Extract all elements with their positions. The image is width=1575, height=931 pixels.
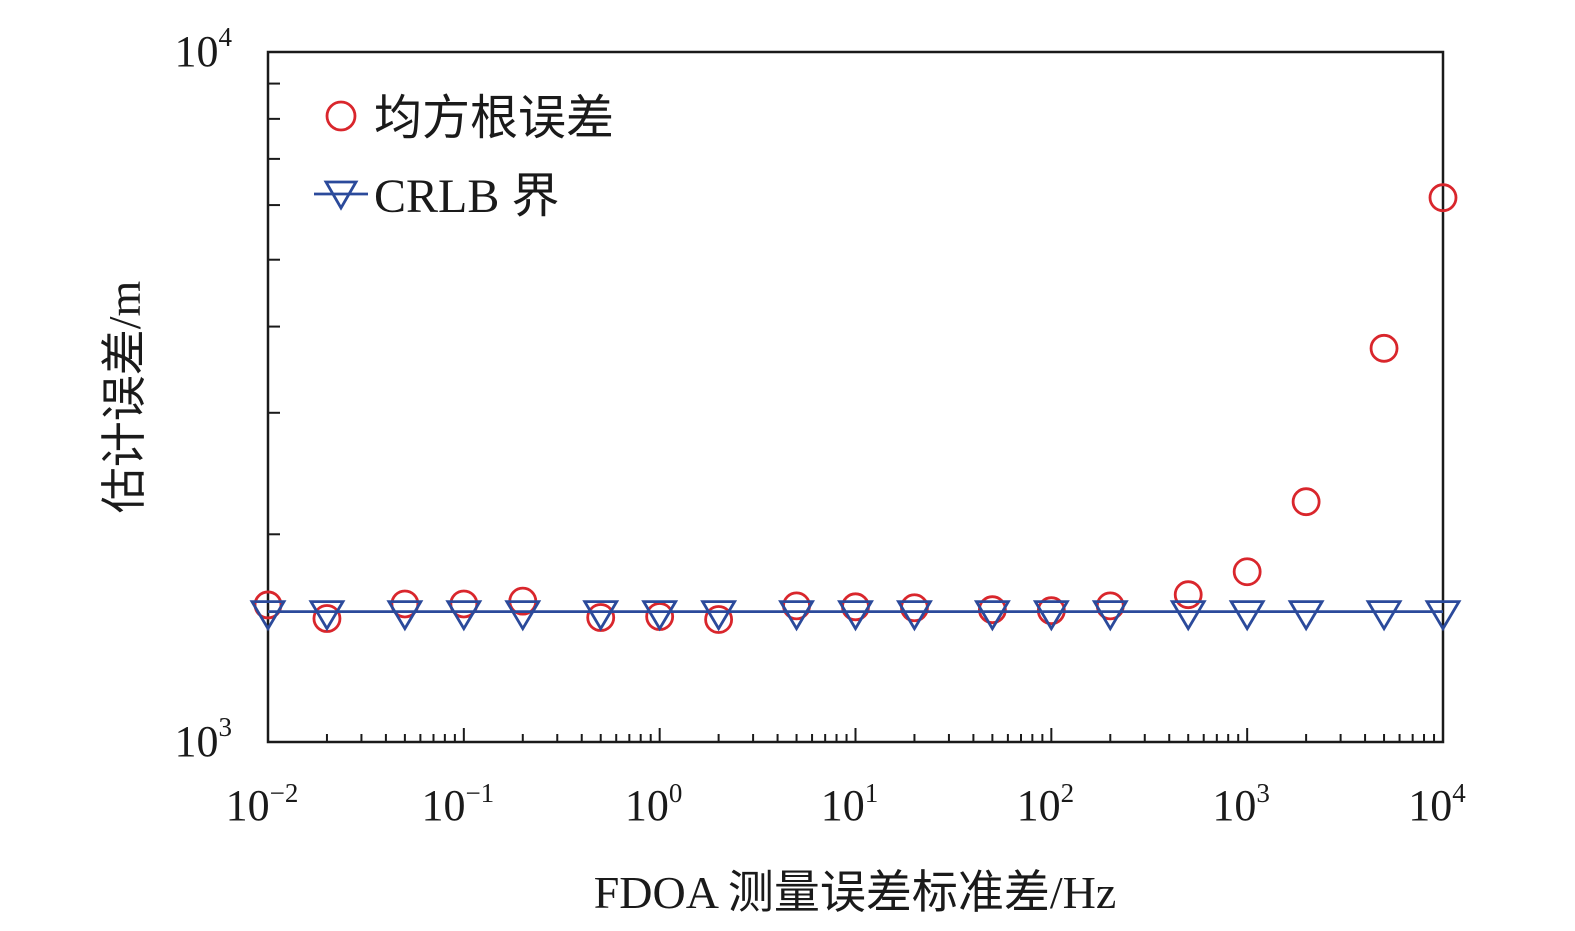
data-point xyxy=(1424,600,1462,632)
legend-marker-rmse xyxy=(325,100,357,132)
y-tick-label: 103 xyxy=(175,712,233,766)
x-tick-label: 104 xyxy=(1408,778,1466,830)
y-tick-label: 104 xyxy=(175,22,233,76)
x-tick-label: 103 xyxy=(1212,778,1270,830)
y-axis-label: 估计误差/m xyxy=(99,281,150,514)
data-point xyxy=(1365,600,1403,632)
series-0 xyxy=(253,183,1458,634)
axis-ticks xyxy=(267,51,1444,743)
data-point xyxy=(308,600,346,632)
x-tick-label: 10−1 xyxy=(421,778,494,830)
data-point xyxy=(778,600,816,632)
data-point xyxy=(1169,600,1207,632)
data-point xyxy=(837,600,874,632)
legend-label-crlb: CRLB 界 xyxy=(374,170,559,223)
data-point xyxy=(386,600,424,632)
data-point xyxy=(249,600,287,632)
data-point xyxy=(700,600,738,632)
data-point xyxy=(1032,600,1070,632)
data-point xyxy=(1228,600,1266,632)
data-point xyxy=(704,605,734,634)
data-point xyxy=(900,593,929,623)
data-point xyxy=(1291,487,1321,517)
data-point xyxy=(641,600,679,632)
data-point xyxy=(1428,183,1458,213)
data-point xyxy=(504,600,542,632)
data-point xyxy=(1232,557,1262,587)
tick-labels: 10−2 10−1 100 101 102 103 104 103 104 xyxy=(175,22,1467,830)
x-tick-label: 10−2 xyxy=(226,778,299,830)
data-point xyxy=(977,595,1007,625)
x-tick-label: 101 xyxy=(821,778,879,830)
data-point xyxy=(1173,580,1203,610)
data-point xyxy=(973,600,1011,632)
data-point xyxy=(1091,600,1129,632)
x-tick-label: 102 xyxy=(1017,778,1075,830)
data-point xyxy=(645,602,675,631)
legend-marker-crlb xyxy=(323,180,359,211)
legend-label-rmse: 均方根误差 xyxy=(374,92,614,145)
data-point xyxy=(1369,333,1399,363)
series-1 xyxy=(249,600,1462,632)
data-point xyxy=(312,604,342,633)
x-tick-label: 100 xyxy=(625,778,683,830)
data-point xyxy=(895,600,933,632)
plot-frame xyxy=(266,50,1445,744)
data-point xyxy=(445,600,483,632)
x-axis-label: FDOA 测量误差标准差/Hz xyxy=(594,867,1117,918)
legend: 均方根误差 CRLB 界 xyxy=(314,92,614,223)
series-layer xyxy=(249,183,1462,634)
data-point xyxy=(582,600,620,632)
data-point xyxy=(1287,600,1325,632)
